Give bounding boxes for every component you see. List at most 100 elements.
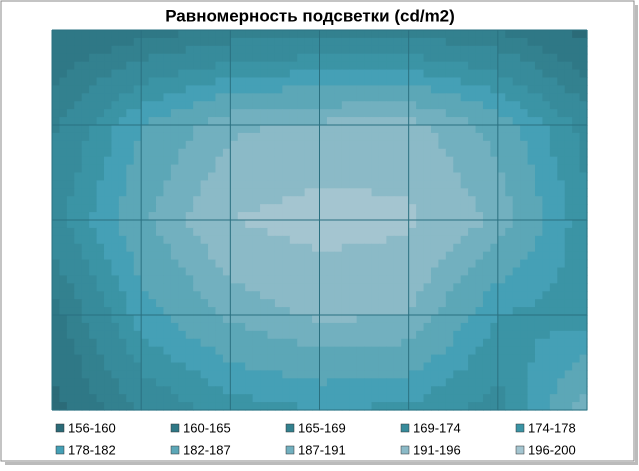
contour-cell	[133, 85, 142, 94]
legend-label: 187-191	[298, 442, 346, 457]
contour-cell	[468, 101, 477, 110]
contour-cell	[52, 69, 61, 79]
contour-cell	[118, 212, 127, 221]
contour-cell	[564, 132, 573, 142]
contour-cell	[549, 307, 558, 316]
contour-cell	[230, 370, 239, 379]
contour-cell	[66, 61, 75, 71]
contour-cell	[512, 93, 521, 102]
contour-cell	[393, 402, 402, 411]
contour-cell	[156, 402, 165, 411]
contour-cell	[133, 77, 142, 87]
contour-cell	[579, 378, 588, 387]
contour-cell	[104, 180, 113, 189]
contour-cell	[564, 394, 573, 403]
contour-cell	[208, 220, 217, 229]
contour-cell	[438, 386, 447, 395]
contour-cell	[423, 180, 432, 189]
contour-cell	[312, 53, 321, 63]
contour-cell	[520, 69, 529, 79]
contour-cell	[453, 148, 462, 158]
contour-cell	[401, 267, 410, 277]
contour-cell	[200, 307, 209, 316]
contour-cell	[163, 61, 172, 71]
contour-cell	[497, 220, 506, 229]
contour-cell	[527, 148, 536, 158]
contour-cell	[534, 330, 544, 340]
contour-cell	[542, 45, 551, 55]
contour-cell	[252, 45, 261, 55]
contour-cell	[468, 85, 477, 94]
contour-cell	[208, 212, 217, 221]
contour-cell	[66, 37, 75, 47]
contour-cell	[430, 180, 439, 189]
contour-cell	[185, 196, 194, 205]
contour-cell	[505, 37, 514, 47]
contour-cell	[193, 109, 202, 118]
contour-cell	[170, 93, 179, 102]
contour-cell	[341, 307, 350, 316]
contour-cell	[549, 267, 558, 277]
contour-cell	[133, 275, 142, 284]
contour-cell	[557, 93, 566, 102]
contour-cell	[393, 362, 402, 372]
contour-cell	[512, 101, 521, 110]
contour-cell	[141, 117, 150, 126]
contour-cell	[445, 362, 454, 372]
contour-cell	[200, 291, 209, 300]
contour-cell	[104, 30, 113, 39]
contour-cell	[237, 172, 246, 182]
contour-cell	[364, 204, 373, 213]
contour-cell	[564, 402, 573, 411]
contour-cell	[393, 164, 402, 174]
contour-cell	[274, 45, 283, 55]
contour-cell	[401, 394, 410, 403]
contour-cell	[460, 140, 469, 150]
contour-cell	[222, 45, 231, 55]
contour-cell	[126, 132, 135, 142]
contour-cell	[475, 330, 484, 340]
contour-cell	[104, 117, 113, 126]
contour-cell	[104, 283, 113, 292]
contour-cell	[445, 117, 454, 126]
contour-cell	[356, 267, 365, 277]
legend-swatch	[170, 423, 180, 433]
contour-cell	[393, 53, 402, 63]
contour-cell	[89, 125, 98, 134]
contour-cell	[111, 132, 120, 142]
contour-cell	[356, 243, 365, 253]
contour-cell	[579, 117, 588, 126]
contour-cell	[66, 315, 75, 324]
contour-cell	[163, 354, 172, 364]
contour-cell	[245, 354, 254, 364]
contour-cell	[386, 251, 395, 261]
contour-cell	[289, 45, 298, 55]
contour-cell	[104, 37, 113, 47]
contour-cell	[490, 45, 499, 55]
contour-cell	[133, 188, 142, 197]
contour-cell	[312, 259, 321, 269]
contour-cell	[148, 53, 157, 63]
contour-cell	[326, 37, 335, 47]
contour-cell	[505, 164, 514, 174]
contour-cell	[549, 212, 558, 221]
contour-cell	[133, 283, 142, 292]
contour-cell	[505, 45, 514, 55]
contour-cell	[557, 283, 566, 292]
contour-cell	[74, 220, 83, 229]
contour-cell	[141, 156, 150, 166]
contour-cell	[430, 330, 439, 340]
contour-cell	[579, 346, 588, 356]
contour-cell	[475, 338, 484, 348]
contour-cell	[215, 69, 224, 79]
contour-cell	[59, 386, 68, 395]
contour-cell	[133, 394, 142, 403]
contour-cell	[542, 77, 551, 87]
contour-cell	[386, 307, 395, 316]
contour-cell	[66, 251, 75, 261]
contour-cell	[401, 61, 410, 71]
contour-cell	[423, 259, 432, 269]
contour-cell	[542, 378, 551, 387]
contour-cell	[274, 275, 283, 284]
contour-cell	[289, 291, 298, 300]
